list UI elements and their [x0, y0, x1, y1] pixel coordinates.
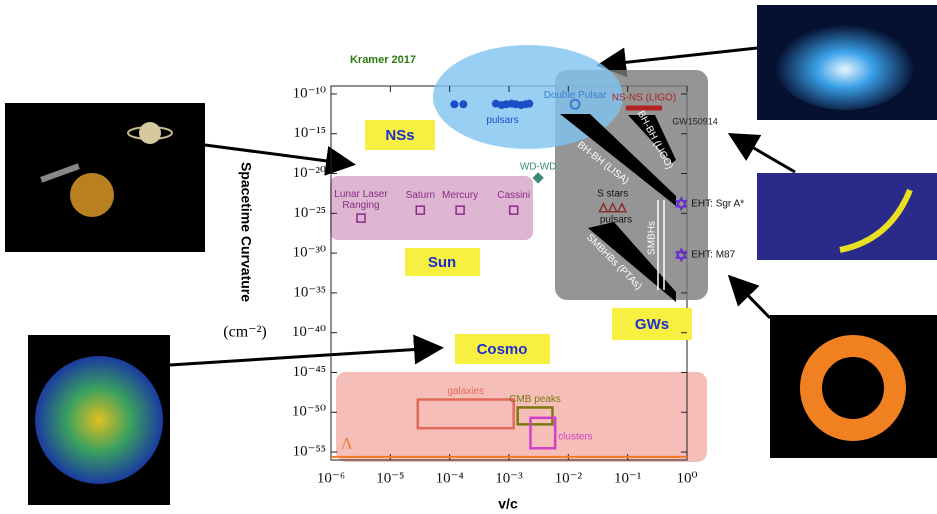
x-tick-label: 10⁰ — [676, 470, 697, 486]
point-label: EHT: M87 — [691, 250, 735, 261]
region-cosmo — [336, 372, 707, 462]
segment-label: NS-NS (LIGO) — [612, 93, 676, 104]
point-label: Cassini — [497, 190, 530, 201]
chart: NSs Sun GWs Cosmo Kramer 2017 v/c Spacet… — [0, 0, 937, 514]
image-spectrogram — [757, 173, 937, 260]
point-label: Lunar Laser Ranging — [326, 189, 396, 211]
y-tick-label: 10⁻²⁵ — [293, 205, 326, 221]
point-label: Mercury — [442, 190, 478, 201]
point-label: EHT: Sgr A* — [691, 198, 744, 209]
annotation: SMBHs — [647, 221, 658, 255]
point — [450, 100, 458, 108]
box-label: galaxies — [447, 386, 484, 397]
point — [532, 172, 543, 183]
point-label: Double Pulsar — [544, 90, 607, 101]
y-tick-label: 10⁻⁵⁵ — [293, 443, 326, 459]
x-tick-label: 10⁻¹ — [614, 470, 641, 486]
point-label: Saturn — [406, 190, 435, 201]
hline-label: Λ — [341, 436, 353, 453]
y-tick-label: 10⁻¹⁵ — [293, 125, 326, 141]
box-label: clusters — [558, 432, 592, 443]
point — [525, 100, 533, 108]
y-tick-label: 10⁻³⁰ — [293, 245, 326, 261]
x-tick-label: 10⁻⁵ — [376, 470, 404, 486]
x-tick-label: 10⁻⁶ — [317, 470, 345, 486]
x-tick-label: 10⁻⁴ — [436, 470, 464, 486]
y-tick-label: 10⁻³⁵ — [293, 284, 326, 300]
annotation: pulsars — [600, 215, 632, 226]
y-tick-label: 10⁻⁴⁰ — [292, 324, 326, 340]
image-cmb — [28, 335, 170, 505]
region-label: Cosmo — [477, 341, 528, 358]
y-tick-label: 10⁻⁴⁵ — [293, 364, 326, 380]
x-axis-label: v/c — [498, 496, 518, 512]
point-label: WD-WD — [520, 162, 557, 173]
annotation: GW150914 — [672, 116, 718, 126]
image-m87 — [770, 315, 937, 458]
x-tick-label: 10⁻³ — [495, 470, 523, 486]
y-tick-label: 10⁻¹⁰ — [293, 85, 326, 101]
y-axis-label: Spacetime Curvature — [238, 162, 254, 302]
y-tick-label: 10⁻²⁰ — [293, 165, 326, 181]
region-label: GWs — [635, 316, 669, 333]
region-label: NSs — [385, 127, 414, 144]
y-axis-unit: (cm⁻²) — [223, 324, 266, 341]
point-label: S stars — [597, 188, 628, 199]
box-label: CMB peaks — [509, 394, 561, 405]
point — [459, 100, 467, 108]
point-label: pulsars — [486, 115, 518, 126]
y-tick-label: 10⁻⁵⁰ — [292, 404, 326, 420]
image-cassini — [5, 103, 205, 252]
region-label: Sun — [428, 254, 456, 271]
chart-title: Kramer 2017 — [350, 54, 416, 66]
image-merger — [757, 5, 937, 120]
page: NSs Sun GWs Cosmo Kramer 2017 v/c Spacet… — [0, 0, 937, 514]
x-tick-label: 10⁻² — [555, 470, 583, 486]
